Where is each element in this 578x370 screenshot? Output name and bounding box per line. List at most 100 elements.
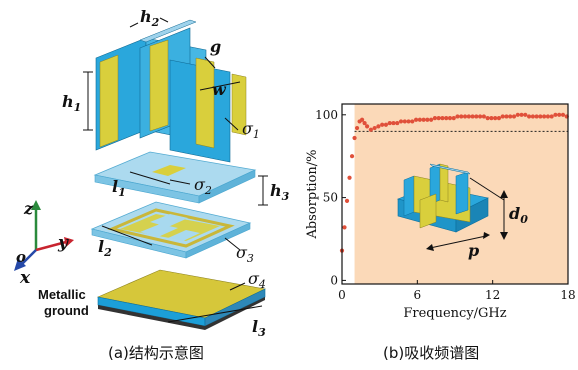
label-sigma4: σ4	[248, 269, 266, 291]
ground-label-line2: ground	[44, 303, 89, 318]
data-point	[504, 114, 509, 119]
dimension-lines	[83, 17, 268, 323]
data-point	[508, 114, 513, 119]
data-point	[398, 119, 404, 124]
data-point	[523, 112, 528, 117]
data-point	[349, 154, 355, 159]
metallic-ground-plate	[96, 269, 266, 330]
axis-y-label: y	[57, 233, 69, 253]
data-point	[402, 119, 407, 124]
axis-x-label: x	[19, 268, 31, 288]
resistive-layer-3	[90, 201, 252, 259]
label-l2: l2	[98, 237, 112, 259]
label-sigma3: σ3	[236, 243, 254, 265]
label-sigma1: σ1	[242, 119, 260, 141]
caption-b: (b)吸收频谱图	[383, 344, 480, 362]
data-point	[391, 120, 396, 126]
inset-label-d0: d0	[509, 204, 528, 226]
structure-diagram: z y x o h2 g w h1 σ1 l1 σ2 h3 l2 σ3 σ4 l…	[14, 7, 290, 339]
data-point	[545, 114, 551, 119]
data-point	[352, 135, 357, 141]
plot-border	[341, 103, 569, 285]
unit-cell-inset: d0 p	[397, 163, 528, 260]
data-point	[470, 114, 475, 119]
label-h3: h3	[270, 181, 290, 203]
data-point	[485, 116, 490, 121]
data-point	[362, 120, 367, 126]
axis-origin-label: o	[16, 248, 26, 266]
ground-label-line1: Metallic	[38, 287, 86, 302]
data-point	[478, 114, 483, 119]
absorption-chart: d0 p 0 6 12 18 0 50 100 Frequency/GHz Absorpti…	[305, 103, 576, 321]
label-h2: h2	[140, 7, 160, 29]
data-point	[429, 117, 434, 122]
data-point	[489, 116, 494, 121]
label-l1: l1	[112, 177, 126, 199]
data-point	[481, 114, 486, 119]
x-tick-label: 12	[485, 288, 500, 302]
data-point	[538, 114, 543, 119]
data-point	[451, 116, 456, 121]
coordinate-axes: z y x o	[14, 199, 74, 288]
data-point	[496, 116, 502, 121]
data-point	[344, 198, 350, 204]
data-point	[342, 225, 347, 230]
label-g: g	[210, 37, 221, 56]
data-point	[511, 114, 517, 119]
absorption-series	[339, 112, 569, 253]
cross-structure	[95, 19, 247, 163]
dimension-labels: h2 g w h1 σ1 l1 σ2 h3 l2 σ3 σ4 l3 Metall…	[38, 7, 290, 339]
data-point	[413, 117, 419, 122]
label-sigma2: σ2	[194, 175, 212, 197]
data-point	[383, 122, 389, 127]
data-point	[474, 114, 479, 119]
data-point	[365, 124, 370, 129]
label-h1: h1	[62, 92, 81, 114]
data-point	[372, 125, 377, 131]
data-point	[376, 124, 381, 129]
data-point	[347, 175, 352, 180]
data-point	[549, 114, 554, 119]
data-point	[444, 116, 449, 121]
data-point	[553, 112, 558, 117]
label-l3: l3	[252, 317, 266, 339]
data-point	[519, 112, 524, 117]
x-tick-label: 6	[414, 288, 422, 302]
data-point	[500, 114, 505, 119]
resistive-layer-2	[93, 151, 257, 204]
data-point	[459, 114, 464, 119]
inset-label-p: p	[468, 241, 479, 260]
caption-a: (a)结构示意图	[108, 344, 204, 362]
data-point	[417, 117, 422, 122]
data-point	[410, 119, 415, 124]
y-tick-label: 0	[330, 273, 338, 287]
data-point	[380, 122, 385, 127]
axis-ticks: 0 6 12 18 0 50 100	[315, 108, 576, 302]
data-point	[466, 114, 471, 119]
data-point	[354, 125, 360, 131]
data-point	[406, 119, 411, 124]
axis-z-label: z	[23, 199, 34, 218]
y-axis-label: Absorption/%	[305, 149, 320, 239]
data-point	[534, 114, 539, 119]
x-axis-label: Frequency/GHz	[403, 306, 506, 321]
data-point	[493, 116, 498, 121]
y-tick-label: 50	[323, 191, 338, 205]
data-point	[436, 116, 441, 121]
x-tick-label: 18	[560, 288, 575, 302]
data-point	[421, 117, 426, 122]
data-point	[368, 127, 373, 132]
data-point	[462, 114, 468, 119]
data-point	[447, 116, 453, 121]
data-point	[515, 112, 520, 117]
data-point	[557, 112, 562, 117]
data-point	[440, 116, 445, 121]
data-point	[387, 120, 392, 126]
label-w: w	[212, 80, 227, 99]
data-point	[560, 112, 566, 117]
x-tick-label: 0	[338, 288, 346, 302]
y-tick-label: 100	[315, 108, 338, 122]
data-point	[432, 116, 438, 121]
data-point	[395, 120, 400, 126]
